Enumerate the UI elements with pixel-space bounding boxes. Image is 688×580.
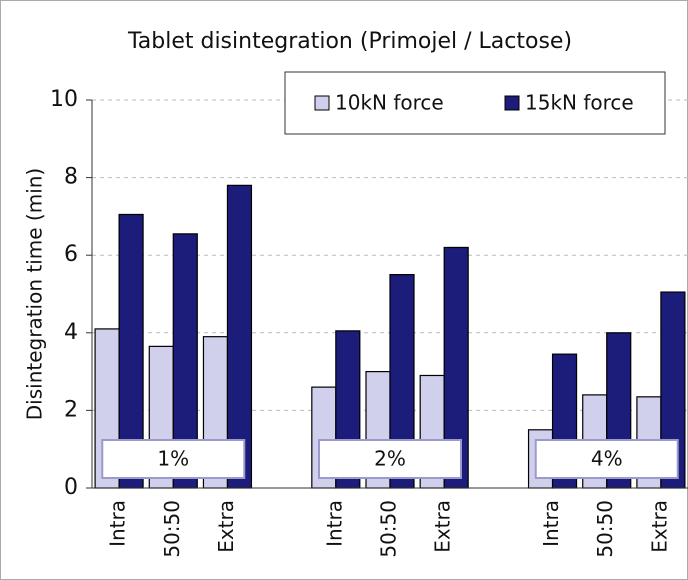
y-tick-label: 0 [64, 475, 78, 500]
legend-swatch [504, 95, 520, 111]
x-tick-label: 50:50 [160, 500, 184, 558]
y-tick-label: 6 [64, 242, 78, 267]
group-label: 2% [374, 447, 406, 471]
bar [226, 184, 253, 489]
x-tick-label: Extra [431, 500, 455, 553]
y-tick-label: 2 [64, 397, 78, 422]
group-label: 1% [157, 447, 189, 471]
legend-label: 15kN force [525, 91, 634, 115]
group-label: 4% [591, 447, 623, 471]
group-label-box [101, 439, 246, 479]
x-tick-label: Extra [647, 500, 671, 553]
y-axis-label: Disintegration time (min) [23, 168, 47, 420]
x-tick-label: Intra [322, 500, 346, 547]
y-tick-label: 10 [50, 87, 78, 112]
group-label-box [318, 439, 462, 479]
legend-label: 10kN force [335, 91, 444, 115]
legend-box [284, 71, 666, 135]
group-label-box [534, 439, 679, 479]
chart-title: Tablet disintegration (Primojel / Lactos… [127, 29, 572, 54]
x-tick-label: Intra [106, 500, 130, 547]
y-tick-label: 4 [64, 320, 78, 345]
legend-swatch [314, 95, 330, 111]
x-tick-label: 50:50 [593, 500, 617, 558]
x-tick-label: Intra [539, 500, 563, 547]
y-tick-label: 8 [64, 165, 78, 190]
x-tick-label: 50:50 [377, 500, 401, 558]
x-tick-label: Extra [214, 500, 238, 553]
